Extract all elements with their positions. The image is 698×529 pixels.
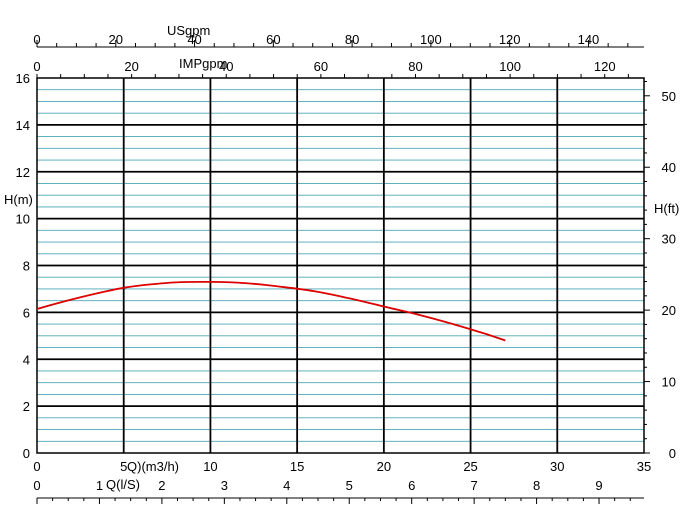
tick-label: 0 bbox=[33, 59, 40, 74]
tick-label: 20 bbox=[109, 32, 123, 47]
tick-label: 2 bbox=[23, 399, 30, 414]
tick-label: 20 bbox=[377, 459, 391, 474]
tick-label: 0 bbox=[33, 459, 40, 474]
tick-label: 20 bbox=[124, 59, 138, 74]
x-bottom-axis-label: Q)(m3/h) bbox=[127, 459, 179, 474]
tick-label: 2 bbox=[158, 478, 165, 493]
tick-label: 80 bbox=[345, 32, 359, 47]
tick-label: 40 bbox=[662, 160, 676, 175]
tick-label: 0 bbox=[33, 478, 40, 493]
tick-label: 6 bbox=[408, 478, 415, 493]
tick-label: 25 bbox=[463, 459, 477, 474]
tick-label: 8 bbox=[533, 478, 540, 493]
tick-label: 0 bbox=[23, 446, 30, 461]
tick-label: 5 bbox=[346, 478, 353, 493]
tick-label: 5 bbox=[120, 459, 127, 474]
x-impgpm-axis-label: IMPgpm bbox=[179, 56, 227, 71]
tick-label: 120 bbox=[499, 32, 521, 47]
tick-label: 30 bbox=[662, 232, 676, 247]
plot-frame bbox=[36, 77, 645, 454]
x-usgpm-ticks: 0 20 40 60 80 100 120 140 bbox=[33, 32, 629, 47]
x-bottom-ticks: 0 5 10 15 20 25 30 35 bbox=[33, 459, 651, 474]
tick-label: 15 bbox=[290, 459, 304, 474]
tick-label: 100 bbox=[499, 59, 521, 74]
tick-label: 8 bbox=[23, 259, 30, 274]
tick-label: 100 bbox=[420, 32, 442, 47]
tick-label: 120 bbox=[594, 59, 616, 74]
tick-label: 30 bbox=[550, 459, 564, 474]
tick-label: 7 bbox=[471, 478, 478, 493]
y-left-ticks: 0 2 4 6 8 10 12 14 16 bbox=[16, 71, 30, 461]
tick-label: 4 bbox=[23, 352, 30, 367]
tick-label: 10 bbox=[16, 212, 30, 227]
tick-label: 0 bbox=[33, 32, 40, 47]
x-usgpm-axis-label: USgpm bbox=[167, 23, 210, 38]
tick-label: 0 bbox=[669, 446, 676, 461]
major-gridlines bbox=[37, 78, 644, 453]
tick-label: 16 bbox=[16, 71, 30, 86]
tick-label: 4 bbox=[283, 478, 290, 493]
tick-label: 40 bbox=[187, 32, 201, 47]
tick-label: 50 bbox=[662, 89, 676, 104]
tick-label: 3 bbox=[221, 478, 228, 493]
tick-label: 10 bbox=[662, 375, 676, 390]
tick-label: 14 bbox=[16, 118, 30, 133]
tick-label: 60 bbox=[266, 32, 280, 47]
y-left-axis-label: H(m) bbox=[4, 192, 33, 207]
tick-label: 60 bbox=[314, 59, 328, 74]
performance-curve bbox=[36, 280, 506, 342]
tick-label: 35 bbox=[637, 459, 651, 474]
x-impgpm-ticks: 0 20 40 60 80 100 120 bbox=[33, 59, 629, 78]
minor-gridlines bbox=[37, 89, 644, 442]
tick-label: 1 bbox=[96, 478, 103, 493]
x-ls-axis-label: Q(l/S) bbox=[106, 477, 140, 492]
tick-label: 40 bbox=[219, 59, 233, 74]
tick-label: 9 bbox=[595, 478, 602, 493]
tick-label: 12 bbox=[16, 165, 30, 180]
tick-label: 10 bbox=[203, 459, 217, 474]
y-right-ticks: 0 10 20 30 40 50 bbox=[644, 81, 676, 461]
y-right-axis-label: H(ft) bbox=[654, 201, 679, 216]
tick-label: 140 bbox=[578, 32, 600, 47]
tick-label: 80 bbox=[408, 59, 422, 74]
tick-label: 20 bbox=[662, 303, 676, 318]
tick-label: 6 bbox=[23, 305, 30, 320]
